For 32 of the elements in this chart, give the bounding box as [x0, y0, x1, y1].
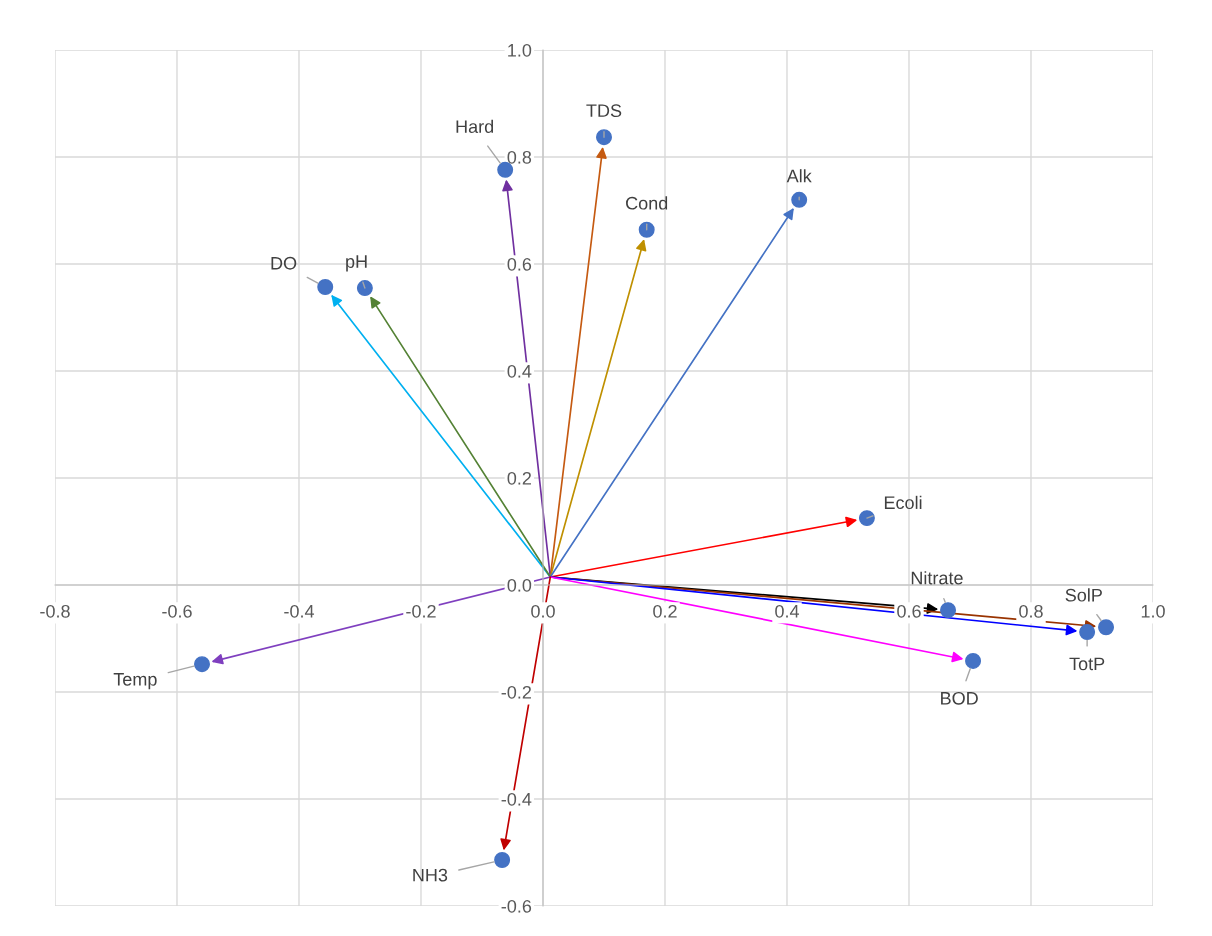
x-tick-label: 0.8 — [1019, 604, 1043, 618]
annotation: Ecoli — [884, 495, 922, 510]
x-tick-label: 1.0 — [1141, 604, 1165, 618]
x-tick-label: -0.8 — [40, 604, 70, 618]
y-tick-label: 0.0 — [507, 578, 532, 592]
annotation: NH3 — [413, 868, 448, 882]
y-tick-label: -0.4 — [501, 792, 532, 806]
y-tick-label: 0.6 — [507, 257, 532, 271]
annotation: TotP — [1069, 657, 1105, 671]
annotation: Cond — [626, 196, 668, 210]
y-tick-label: 0.4 — [507, 364, 532, 378]
annotation: Hard — [456, 119, 494, 134]
x-tick-label: 0.0 — [531, 604, 555, 618]
y-tick-label: 0.8 — [507, 150, 532, 164]
x-tick-label: 0.4 — [775, 604, 800, 618]
y-tick-label: -0.2 — [501, 685, 531, 699]
annotation: TDS — [586, 104, 622, 118]
annotation: SolP — [1065, 588, 1102, 602]
annotation: BOD — [941, 691, 978, 705]
x-tick-label: 0.6 — [897, 604, 921, 618]
annotation: Alk — [786, 169, 812, 183]
y-tick-label: 1.0 — [508, 43, 532, 57]
y-tick-label: -0.6 — [501, 899, 532, 913]
annotation: Temp — [113, 673, 157, 690]
annotation: DO — [271, 256, 297, 270]
annotation: pH — [346, 255, 367, 272]
x-tick-label: -0.6 — [162, 604, 192, 618]
x-tick-label: -0.4 — [284, 604, 315, 618]
annotation: Nitrate — [911, 571, 963, 585]
x-tick-label: -0.2 — [406, 604, 436, 618]
y-tick-label: 0.2 — [507, 471, 531, 485]
x-tick-label: 0.2 — [653, 604, 677, 618]
